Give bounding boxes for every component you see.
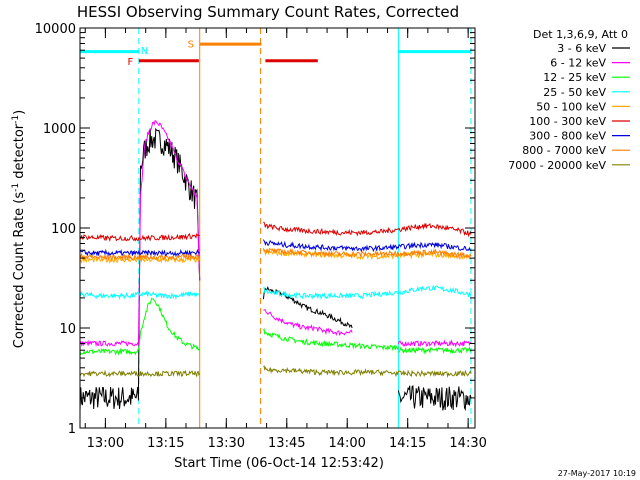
x-tick-label-4: 14:00 <box>328 436 365 451</box>
series-7-segment-1 <box>262 247 472 260</box>
series-3-segment-0 <box>79 289 201 301</box>
flag-N-label: N <box>141 46 148 57</box>
x-tick-label-2: 13:30 <box>208 436 245 451</box>
legend-label-4: 50 - 100 keV <box>536 100 606 113</box>
legend-label-8: 7000 - 20000 keV <box>508 159 606 172</box>
y-tick-label-2: 100 <box>51 222 76 237</box>
x-tick-label-6: 14:30 <box>449 436 486 451</box>
y-tick-label-1: 10 <box>59 322 76 337</box>
legend-label-0: 3 - 6 keV <box>557 42 606 55</box>
x-tick-label-1: 13:15 <box>147 436 184 451</box>
legend-header: Det 1,3,6,9, Att 0 <box>533 28 628 41</box>
series-8-segment-1 <box>263 365 472 378</box>
x-tick-label-5: 14:15 <box>389 436 426 451</box>
series-2 <box>79 297 472 356</box>
flag-S-label: S <box>188 39 194 50</box>
series-2-segment-1 <box>137 297 201 351</box>
y-axis-label-sup2: -1 <box>11 115 21 124</box>
y-tick-label-4: 10000 <box>35 22 76 37</box>
series-6-segment-0 <box>79 248 200 258</box>
series-1-segment-1 <box>137 120 201 346</box>
flag-F-label: F <box>127 57 133 68</box>
y-axis-label: Corrected Count Rate (s-1 detector-1) <box>11 110 27 348</box>
series-5-segment-0 <box>79 232 200 242</box>
series-1-segment-0 <box>79 339 139 347</box>
legend-label-1: 6 - 12 keV <box>550 57 606 70</box>
legend-label-2: 12 - 25 keV <box>543 71 606 84</box>
series-2-segment-0 <box>79 347 139 356</box>
plot-area: NF S 1 10 100 1000 10000 13:00 13:15 13:30 13:45 14… <box>35 22 487 451</box>
series-2-segment-2 <box>262 327 399 352</box>
series-3-segment-1 <box>263 285 472 300</box>
series-1-segment-2 <box>263 309 353 337</box>
legend-label-7: 800 - 7000 keV <box>522 144 606 157</box>
y-tick-label-3: 1000 <box>43 122 76 137</box>
series-5-segment-1 <box>263 221 472 238</box>
series-0-segment-0 <box>79 386 139 411</box>
y-axis-label-mid: detector <box>12 123 27 183</box>
y-axis-label-end: ) <box>12 110 27 115</box>
series-1-segment-3 <box>397 339 472 348</box>
series-0 <box>79 127 472 412</box>
legend-label-6: 300 - 800 keV <box>529 130 606 143</box>
x-axis-label: Start Time (06-Oct-14 12:53:42) <box>174 456 384 471</box>
series-1 <box>79 120 472 348</box>
y-axis-label-main: Corrected Count Rate (s <box>12 192 27 349</box>
series-6-segment-1 <box>262 239 472 253</box>
series-6 <box>79 239 472 258</box>
footer-timestamp: 27-May-2017 10:19 <box>558 469 636 478</box>
series-8 <box>79 365 472 378</box>
series-7-segment-0 <box>79 252 201 262</box>
series-3 <box>79 285 472 301</box>
legend-label-5: 100 - 300 keV <box>529 115 606 128</box>
chart-title: HESSI Observing Summary Count Rates, Cor… <box>77 3 459 21</box>
x-tick-label-0: 13:00 <box>87 436 124 451</box>
series-5 <box>79 221 472 242</box>
x-tick-label-3: 13:45 <box>268 436 305 451</box>
legend-label-3: 25 - 50 keV <box>543 86 606 99</box>
series-7 <box>79 247 472 262</box>
series-2-segment-3 <box>398 345 472 355</box>
series-8-segment-0 <box>79 369 201 378</box>
series-0-segment-3 <box>397 385 472 412</box>
y-tick-label-0: 1 <box>68 422 76 437</box>
y-axis-label-sup1: -1 <box>11 183 21 192</box>
series-0-segment-1 <box>137 127 201 401</box>
